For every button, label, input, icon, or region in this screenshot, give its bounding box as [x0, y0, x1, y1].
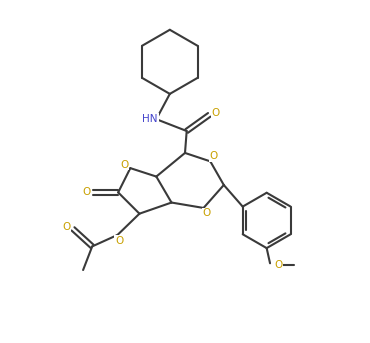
- Text: HN: HN: [142, 114, 158, 123]
- Text: O: O: [274, 260, 283, 270]
- Text: O: O: [83, 187, 91, 197]
- Text: O: O: [203, 208, 211, 218]
- Text: O: O: [120, 160, 128, 170]
- Text: O: O: [115, 236, 123, 246]
- Text: O: O: [211, 108, 219, 118]
- Text: O: O: [209, 151, 218, 161]
- Text: O: O: [62, 222, 70, 232]
